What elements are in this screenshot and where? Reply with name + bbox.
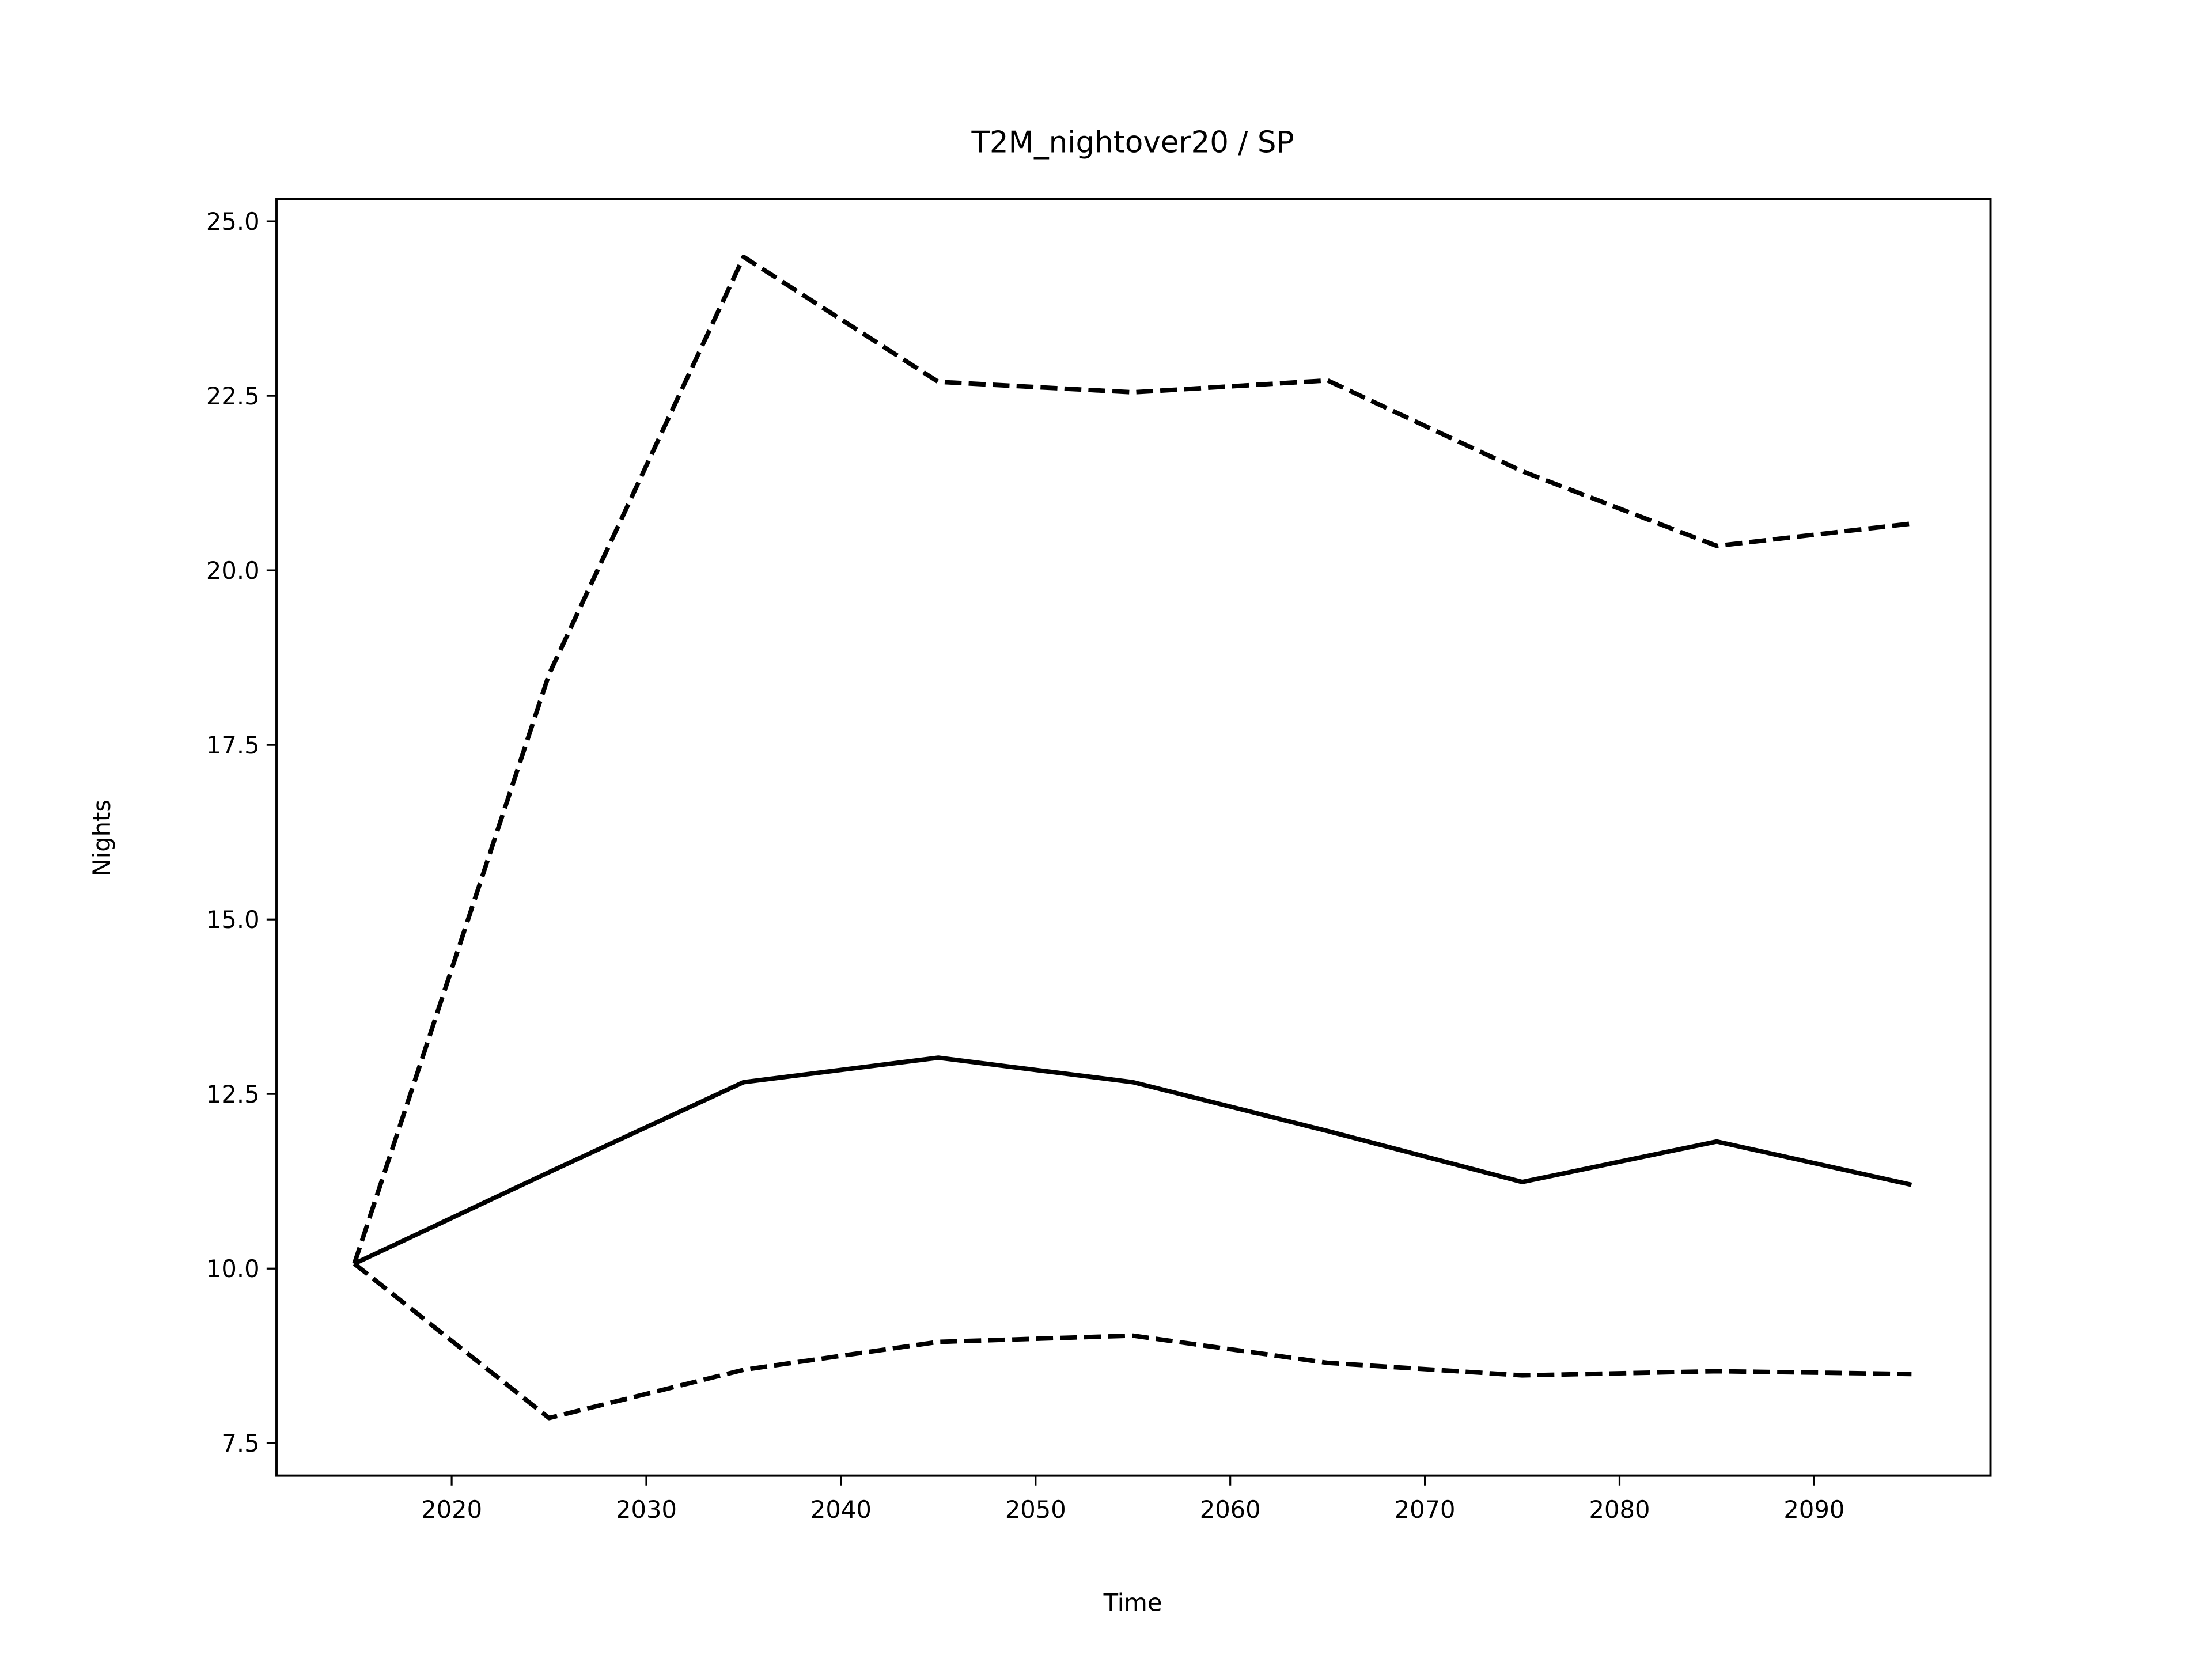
y-tick-label: 22.5 [206,382,260,410]
y-tick-label: 10.0 [206,1255,260,1283]
y-tick-label: 15.0 [206,906,260,934]
chart-title: T2M_nightover20 / SP [971,125,1294,160]
series-line [352,254,1912,1264]
y-tick-label: 17.5 [206,731,260,759]
y-tick-label: 20.0 [206,556,260,585]
series-line [353,1055,1912,1266]
x-tick-label: 2030 [616,1495,677,1524]
x-tick-label: 2060 [1200,1495,1261,1524]
x-tick-label: 2090 [1783,1495,1844,1524]
y-axis-label: Nights [88,800,116,877]
x-tick-label: 2070 [1395,1495,1456,1524]
x-tick-label: 2040 [810,1495,872,1524]
x-tick-label: 2020 [421,1495,482,1524]
y-tick-label: 12.5 [206,1080,260,1108]
x-tick-label: 2080 [1589,1495,1650,1524]
y-tick-label: 25.0 [206,207,260,236]
series-line [353,1262,1912,1421]
x-tick-label: 2050 [1005,1495,1066,1524]
plot-frame [275,198,1992,1477]
x-axis-label: Time [1103,1589,1162,1617]
y-tick-label: 7.5 [221,1429,259,1457]
